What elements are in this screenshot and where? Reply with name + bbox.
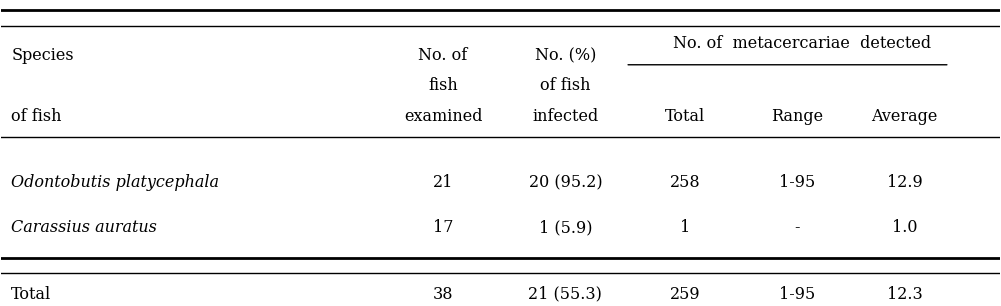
Text: examined: examined xyxy=(403,108,482,125)
Text: 258: 258 xyxy=(670,174,701,191)
Text: 1.0: 1.0 xyxy=(892,219,918,236)
Text: 20 (95.2): 20 (95.2) xyxy=(529,174,603,191)
Text: 21: 21 xyxy=(432,174,453,191)
Text: 1-95: 1-95 xyxy=(780,285,816,303)
Text: 259: 259 xyxy=(670,285,701,303)
Text: of fish: of fish xyxy=(11,108,62,125)
Text: 1 (5.9): 1 (5.9) xyxy=(539,219,593,236)
Text: No. of  metacercariae  detected: No. of metacercariae detected xyxy=(674,35,932,52)
Text: 1: 1 xyxy=(680,219,691,236)
Text: No. (%): No. (%) xyxy=(535,47,596,64)
Text: Range: Range xyxy=(772,108,824,125)
Text: -: - xyxy=(795,219,800,236)
Text: Total: Total xyxy=(665,108,706,125)
Text: fish: fish xyxy=(428,77,458,94)
Text: Species: Species xyxy=(11,47,74,64)
Text: 1-95: 1-95 xyxy=(780,174,816,191)
Text: 12.3: 12.3 xyxy=(887,285,923,303)
Text: No. of: No. of xyxy=(418,47,467,64)
Text: 38: 38 xyxy=(432,285,453,303)
Text: 17: 17 xyxy=(432,219,453,236)
Text: Total: Total xyxy=(11,285,52,303)
Text: infected: infected xyxy=(533,108,599,125)
Text: 12.9: 12.9 xyxy=(887,174,923,191)
Text: 21 (55.3): 21 (55.3) xyxy=(529,285,603,303)
Text: Average: Average xyxy=(872,108,938,125)
Text: Odontobutis platycephala: Odontobutis platycephala xyxy=(11,174,219,191)
Text: of fish: of fish xyxy=(541,77,591,94)
Text: Carassius auratus: Carassius auratus xyxy=(11,219,157,236)
